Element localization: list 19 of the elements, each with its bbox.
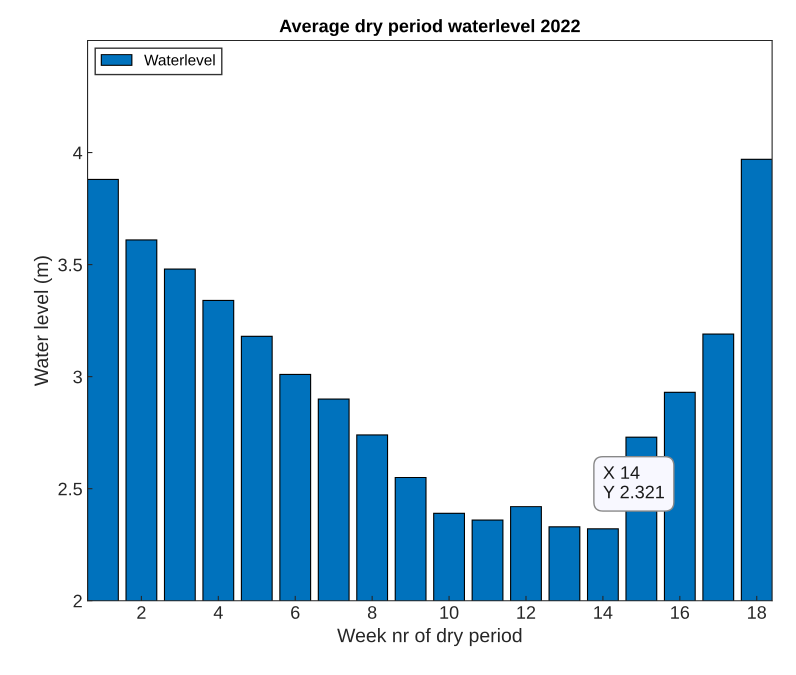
x-axis-title: Week nr of dry period (337, 628, 522, 646)
y-tick-label: 4 (73, 146, 82, 160)
x-tick-label: 2 (137, 606, 146, 619)
annotation: X 14 Y 2.321 (603, 466, 664, 498)
x-tick-label: 16 (671, 606, 690, 619)
x-tick-label: 12 (517, 606, 536, 619)
x-tick-label: 8 (368, 606, 376, 619)
x-tick-label: 18 (748, 606, 766, 619)
x-tick-label: 6 (291, 606, 300, 619)
y-tick-label: 3 (73, 370, 82, 384)
y-tick-label: 2 (74, 594, 82, 608)
y-axis-title: Water level (m) (34, 256, 52, 386)
y-tick-label: 3.5 (58, 258, 82, 272)
x-tick-label: 4 (214, 606, 223, 619)
y-tick-label: 2.5 (58, 482, 82, 496)
x-tick-label: 10 (440, 606, 458, 619)
x-tick-label: 14 (594, 606, 612, 619)
chart-title: Average dry period waterlevel 2022 (280, 19, 580, 36)
legend-label: Waterlevel (144, 54, 215, 66)
